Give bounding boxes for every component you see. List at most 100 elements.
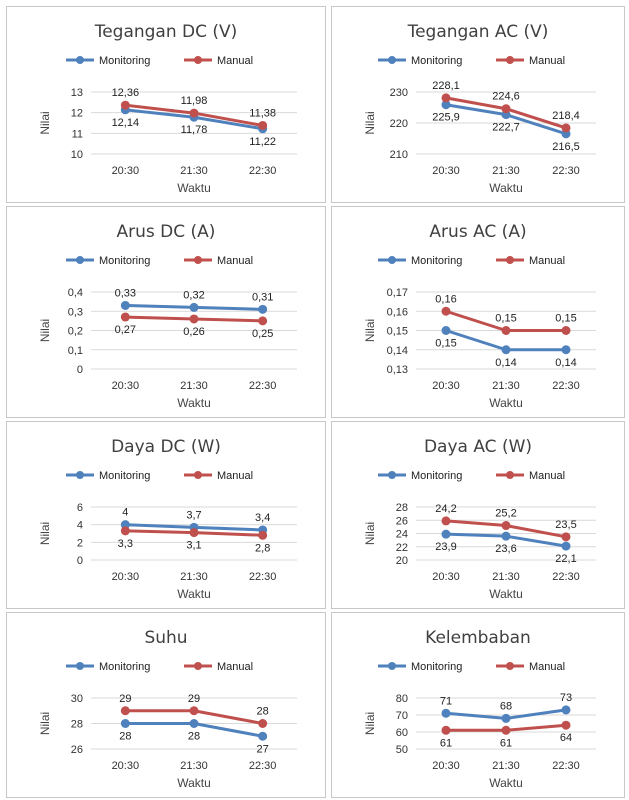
y-tick-label: 28 — [71, 719, 83, 731]
y-tick-label: 0,1 — [68, 345, 83, 357]
chart-panel-1: Tegangan DC (V) Monitoring Manual Nilai 10 11… — [6, 6, 326, 203]
x-axis-label: Waktu — [489, 181, 523, 195]
x-axis-label: Waktu — [177, 587, 211, 601]
data-label-manual: 23,5 — [555, 519, 576, 531]
data-label-manual: 0,26 — [183, 326, 204, 338]
y-axis-label: Nilai — [38, 522, 52, 545]
y-tick-label: 70 — [396, 710, 408, 722]
chart-title: Arus DC (A) — [117, 222, 216, 242]
y-axis-label: Nilai — [363, 522, 377, 545]
y-tick-label: 210 — [390, 149, 408, 161]
data-label-monitoring: 73 — [560, 692, 572, 704]
chart-svg: Daya DC (W) Monitoring Manual Nilai 0 2 4 6 20:3… — [38, 437, 297, 601]
y-tick-label: 0,14 — [387, 345, 408, 357]
chart-title: Daya DC (W) — [111, 437, 221, 457]
y-tick-label: 0,2 — [68, 326, 83, 338]
x-tick-label: 21:30 — [492, 165, 520, 177]
data-point-manual — [441, 93, 451, 103]
data-label-manual: 0,27 — [115, 324, 136, 336]
legend-label-monitoring: Monitoring — [411, 55, 462, 67]
x-tick-label: 22:30 — [552, 165, 580, 177]
data-point-manual — [501, 725, 511, 735]
data-label-manual: 25,2 — [495, 508, 516, 520]
y-tick-label: 0 — [77, 555, 83, 567]
data-label-monitoring: 3,7 — [186, 509, 201, 521]
data-label-monitoring: 0,31 — [252, 291, 273, 303]
y-tick-label: 26 — [71, 744, 83, 756]
x-tick-label: 22:30 — [552, 380, 580, 392]
x-tick-label: 20:30 — [432, 165, 460, 177]
legend-marker-monitoring — [388, 256, 396, 264]
data-label-monitoring: 11,78 — [181, 124, 208, 136]
y-tick-label: 22 — [396, 542, 408, 554]
y-axis-label: Nilai — [363, 111, 377, 134]
legend-label-manual: Manual — [529, 661, 565, 673]
legend: Monitoring Manual — [378, 55, 565, 67]
data-label-monitoring: 71 — [440, 695, 452, 707]
data-label-monitoring: 0,14 — [555, 357, 576, 369]
y-tick-label: 13 — [71, 87, 83, 99]
legend-marker-monitoring — [76, 256, 84, 264]
data-point-monitoring — [441, 326, 451, 335]
y-tick-label: 26 — [396, 515, 408, 527]
y-tick-label: 80 — [396, 693, 408, 705]
y-axis-label: Nilai — [38, 712, 52, 735]
y-tick-label: 2 — [77, 537, 83, 549]
data-label-monitoring: 3,4 — [255, 512, 270, 524]
legend: Monitoring Manual — [378, 661, 565, 673]
data-label-manual: 2,8 — [255, 542, 270, 554]
y-tick-label: 0 — [77, 364, 83, 376]
x-tick-label: 22:30 — [249, 760, 277, 772]
data-label-monitoring: 0,32 — [183, 289, 204, 301]
chart-panel-3: Arus DC (A) Monitoring Manual Nilai 0 0,1 0,2 0… — [6, 206, 326, 418]
data-point-manual — [561, 720, 571, 730]
data-point-monitoring — [441, 100, 451, 110]
legend-label-manual: Manual — [217, 55, 253, 67]
data-label-manual: 228,1 — [432, 80, 460, 92]
legend-label-manual: Manual — [529, 55, 565, 67]
x-tick-label: 20:30 — [432, 760, 460, 772]
legend-label-manual: Manual — [529, 470, 565, 482]
data-label-monitoring: 216,5 — [552, 141, 580, 153]
data-point-monitoring — [501, 531, 511, 541]
x-tick-label: 20:30 — [112, 760, 140, 772]
y-axis-label: Nilai — [38, 111, 52, 134]
y-tick-label: 230 — [390, 87, 408, 99]
y-tick-label: 28 — [396, 502, 408, 514]
y-tick-label: 0,4 — [68, 287, 83, 299]
data-point-monitoring — [120, 300, 130, 310]
data-point-manual — [441, 306, 451, 316]
data-point-monitoring — [501, 713, 511, 723]
y-tick-label: 60 — [396, 727, 408, 739]
chart-svg: Arus AC (A) Monitoring Manual Nilai 0,13 0,14… — [363, 222, 596, 410]
data-label-manual: 0,25 — [252, 328, 273, 340]
legend-marker-monitoring — [388, 471, 396, 479]
legend-label-manual: Manual — [217, 470, 253, 482]
data-point-monitoring — [120, 520, 130, 530]
x-axis-label: Waktu — [489, 396, 523, 410]
x-tick-label: 20:30 — [112, 165, 140, 177]
y-tick-label: 11 — [72, 128, 83, 140]
legend-label-manual: Manual — [217, 661, 253, 673]
y-tick-label: 0,13 — [387, 364, 408, 376]
data-label-monitoring: 4 — [122, 507, 128, 519]
legend: Monitoring Manual — [378, 255, 565, 267]
data-label-monitoring: 0,15 — [435, 338, 456, 350]
chart-panel-6: Daya AC (W) Monitoring Manual Nilai 20 22 24 26… — [331, 421, 625, 609]
data-label-manual: 61 — [440, 737, 452, 749]
chart-svg: Tegangan AC (V) Monitoring Manual Nilai 210 2… — [363, 22, 596, 195]
data-point-manual — [258, 719, 268, 728]
data-label-monitoring: 27 — [257, 743, 269, 755]
chart-svg: Tegangan DC (V) Monitoring Manual Nilai 10 11… — [38, 22, 297, 195]
y-tick-label: 10 — [71, 149, 83, 161]
y-tick-label: 12 — [71, 108, 83, 120]
data-point-manual — [120, 312, 130, 322]
data-point-monitoring — [561, 541, 571, 551]
x-tick-label: 20:30 — [112, 571, 140, 583]
chart-panel-4: Arus AC (A) Monitoring Manual Nilai 0,13 0,14… — [331, 206, 625, 418]
data-label-monitoring: 22,1 — [555, 553, 576, 565]
legend-marker-manual — [506, 662, 514, 670]
x-tick-label: 21:30 — [492, 571, 520, 583]
legend-marker-manual — [194, 662, 202, 670]
data-label-manual: 224,6 — [492, 91, 520, 103]
